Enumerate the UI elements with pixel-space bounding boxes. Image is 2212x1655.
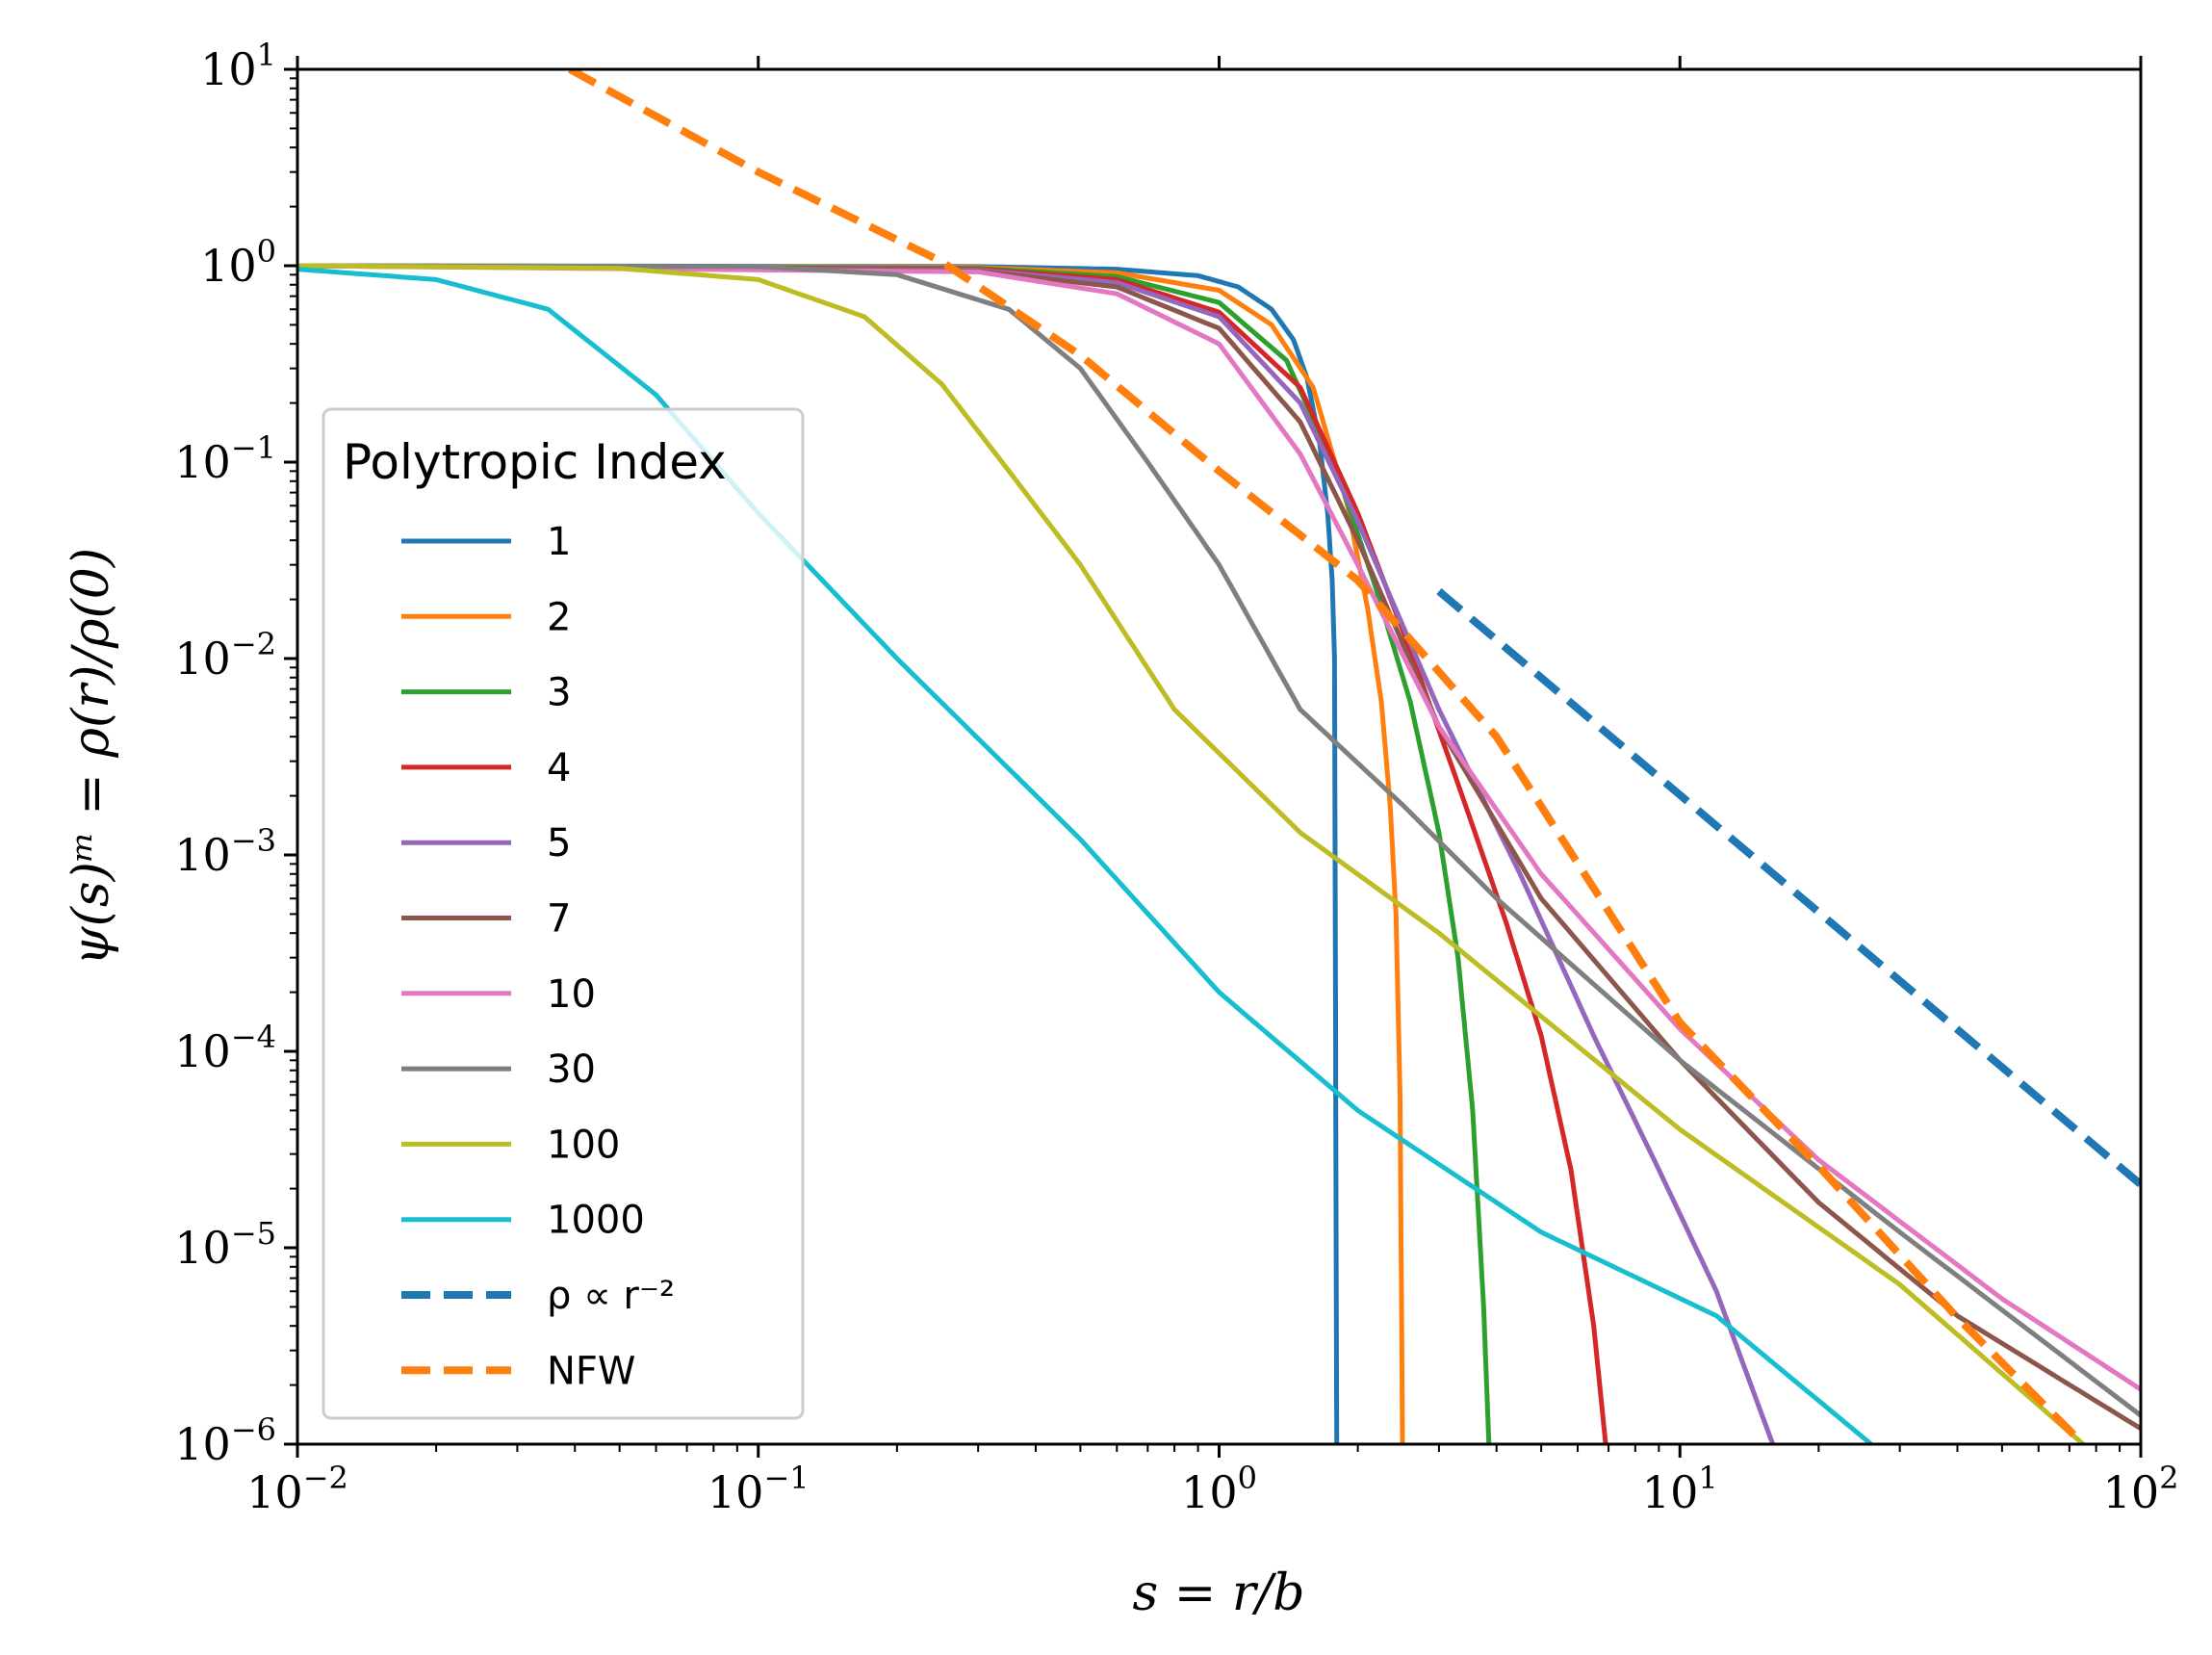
y-tick-label: 10−4 <box>174 1019 276 1077</box>
x-tick-label: 101 <box>1642 1460 1718 1518</box>
series-line-NFW <box>568 69 2087 1444</box>
y-tick-label: 101 <box>200 37 276 95</box>
series-line-10 <box>297 263 2141 1392</box>
x-tick-label: 10−2 <box>246 1460 348 1518</box>
legend-label: 30 <box>547 1047 596 1092</box>
series-line-30 <box>297 263 2141 1418</box>
legend-label: 3 <box>547 671 571 715</box>
series-line-4 <box>297 263 1608 1444</box>
legend-entries: 1 2 3 4 5 7 10 30 100 1000 ρ ∝ r⁻² NFW <box>401 520 675 1393</box>
legend-label: NFW <box>547 1349 635 1393</box>
y-tick-label: 10−5 <box>174 1215 276 1274</box>
y-axis-label: ψ(s)ᵐ = ρ(r)/ρ(0) <box>63 548 120 966</box>
legend-label: 7 <box>547 897 571 942</box>
legend-label: 10 <box>547 972 596 1017</box>
x-axis-label: s = r/b <box>1133 1564 1305 1622</box>
legend: Polytropic Index 1 2 3 4 5 7 10 30 100 1000 ρ ∝ r⁻… <box>322 407 805 1420</box>
x-tick-label: 10−1 <box>707 1460 810 1518</box>
legend-label: 5 <box>547 821 571 866</box>
legend-label: 100 <box>547 1123 620 1167</box>
legend-frame <box>322 407 805 1420</box>
y-tick-label: 10−2 <box>174 626 276 685</box>
legend-label: 1 <box>547 520 571 564</box>
plot-frame <box>296 67 2143 1446</box>
x-tick-label: 102 <box>2103 1460 2179 1518</box>
y-tick-label: 10−6 <box>174 1411 276 1470</box>
series-layer <box>297 69 2141 1444</box>
series-line-100 <box>297 263 2085 1444</box>
y-tick-label: 10−3 <box>174 822 276 881</box>
series-line-5 <box>297 263 1776 1444</box>
legend-label: ρ ∝ r⁻² <box>547 1274 675 1318</box>
legend-title: Polytropic Index <box>343 434 727 490</box>
legend-label: 4 <box>547 746 571 790</box>
legend-label: 1000 <box>547 1199 645 1243</box>
series-line-1000 <box>297 267 1873 1444</box>
series-line-3 <box>297 263 1492 1444</box>
series-line-7 <box>297 263 2141 1431</box>
series-line-1 <box>297 263 1340 1444</box>
legend-label: 2 <box>547 595 571 639</box>
y-tick-label: 10−1 <box>174 429 276 488</box>
x-tick-label: 100 <box>1181 1460 1257 1518</box>
tick-layer: 10−2 10−1 100 101 10210−610−510−410−310−210−… <box>174 37 2178 1518</box>
y-tick-label: 100 <box>200 233 276 292</box>
series-line-ρ ∝ r⁻² <box>1436 588 2141 1188</box>
